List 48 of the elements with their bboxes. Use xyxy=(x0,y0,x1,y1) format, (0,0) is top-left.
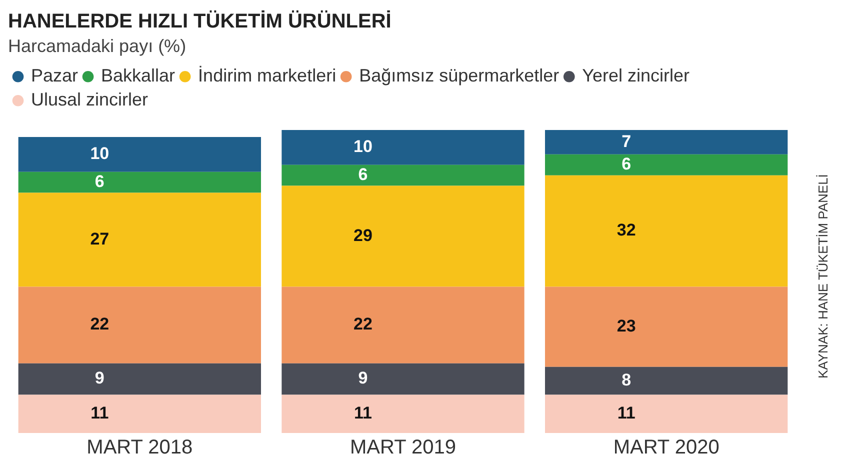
legend-label: Ulusal zincirler xyxy=(31,90,148,110)
data-label: 11 xyxy=(90,404,109,423)
bar xyxy=(18,363,261,395)
bar xyxy=(282,363,524,395)
data-label: 10 xyxy=(354,137,372,156)
data-label: 32 xyxy=(616,220,636,240)
data-label: 9 xyxy=(358,368,368,388)
data-label: 7 xyxy=(622,132,632,151)
data-label: 29 xyxy=(354,226,372,245)
data-label: 11 xyxy=(617,404,636,423)
bar xyxy=(282,186,524,287)
bar xyxy=(282,394,524,433)
bar xyxy=(18,172,261,193)
data-label: 6 xyxy=(622,154,632,174)
bar xyxy=(545,175,788,287)
bar xyxy=(18,137,261,172)
bar xyxy=(545,286,788,367)
x-tick-label: MART 2020 xyxy=(613,436,720,459)
data-label: 10 xyxy=(90,144,110,164)
data-label: 22 xyxy=(90,314,110,334)
chart-title: HANELERDE HIZLI TÜKETİM ÜRÜNLERİ xyxy=(8,10,392,33)
data-label: 6 xyxy=(94,172,104,191)
legend-label: Bağımsız süpermarketler xyxy=(359,66,560,86)
chart-subtitle: Harcamadaki payı (%) xyxy=(8,36,186,56)
bar xyxy=(545,154,788,176)
bar xyxy=(545,366,788,395)
data-label: 6 xyxy=(358,165,368,184)
data-label: 22 xyxy=(354,314,372,334)
x-tick-label: MART 2019 xyxy=(350,436,456,459)
bar xyxy=(282,286,524,364)
data-label: 11 xyxy=(354,404,372,423)
x-tick-label: MART 2018 xyxy=(86,436,193,459)
bar xyxy=(18,286,261,364)
bar xyxy=(18,394,261,433)
bar xyxy=(282,164,524,186)
bar xyxy=(18,192,261,287)
bar xyxy=(545,130,788,154)
data-label: 27 xyxy=(90,229,110,248)
legend-label: Pazar xyxy=(31,66,78,86)
legend-label: Yerel zincirler xyxy=(582,66,690,86)
bar xyxy=(545,394,788,433)
data-label: 9 xyxy=(94,368,104,388)
bar xyxy=(282,130,524,165)
legend-label: İndirim marketleri xyxy=(198,66,336,86)
legend-label: Bakkallar xyxy=(101,66,176,86)
data-label: 8 xyxy=(622,370,632,390)
data-label: 23 xyxy=(616,316,636,336)
text: KAYNAK: HANE TÜKETİM PANELİ xyxy=(816,174,831,379)
